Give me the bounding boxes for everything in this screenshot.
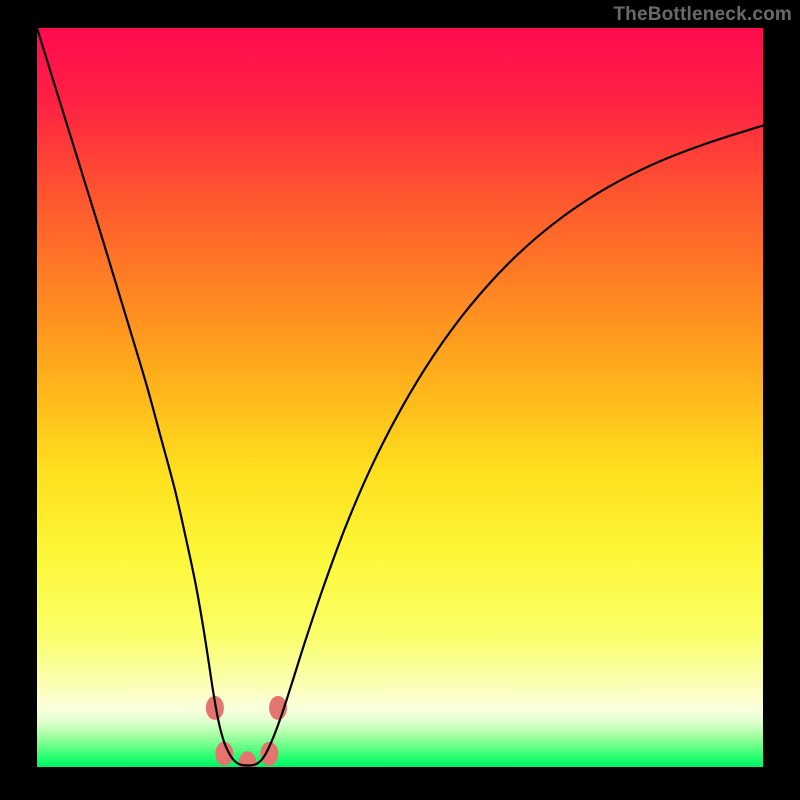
chart-frame: TheBottleneck.com	[0, 0, 800, 800]
curve-marker	[239, 751, 257, 775]
plot-background	[37, 28, 763, 767]
bottleneck-chart	[0, 0, 800, 800]
